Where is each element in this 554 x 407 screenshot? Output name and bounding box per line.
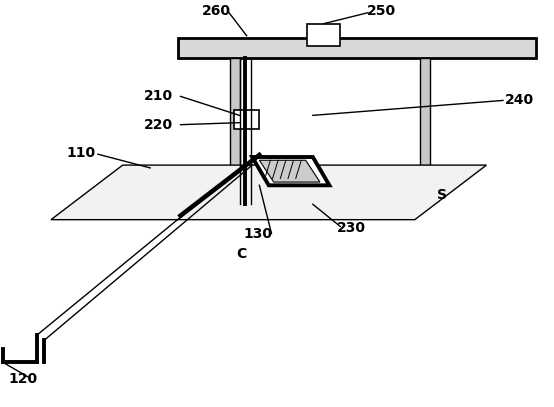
Text: 210: 210 <box>144 90 173 103</box>
Text: C: C <box>236 247 247 261</box>
Bar <box>234 110 259 129</box>
Text: 120: 120 <box>9 372 38 386</box>
Text: 110: 110 <box>66 146 96 160</box>
Text: 250: 250 <box>367 4 396 18</box>
Bar <box>307 24 340 46</box>
Text: 260: 260 <box>202 4 231 18</box>
Text: 230: 230 <box>337 221 366 235</box>
Text: 130: 130 <box>243 227 272 241</box>
Bar <box>178 38 536 58</box>
Polygon shape <box>259 160 320 182</box>
Text: 220: 220 <box>144 118 173 132</box>
Text: S: S <box>437 188 448 202</box>
Bar <box>230 58 240 183</box>
Polygon shape <box>252 157 330 185</box>
Bar <box>420 58 430 183</box>
Text: 240: 240 <box>505 94 534 107</box>
Polygon shape <box>51 165 486 220</box>
